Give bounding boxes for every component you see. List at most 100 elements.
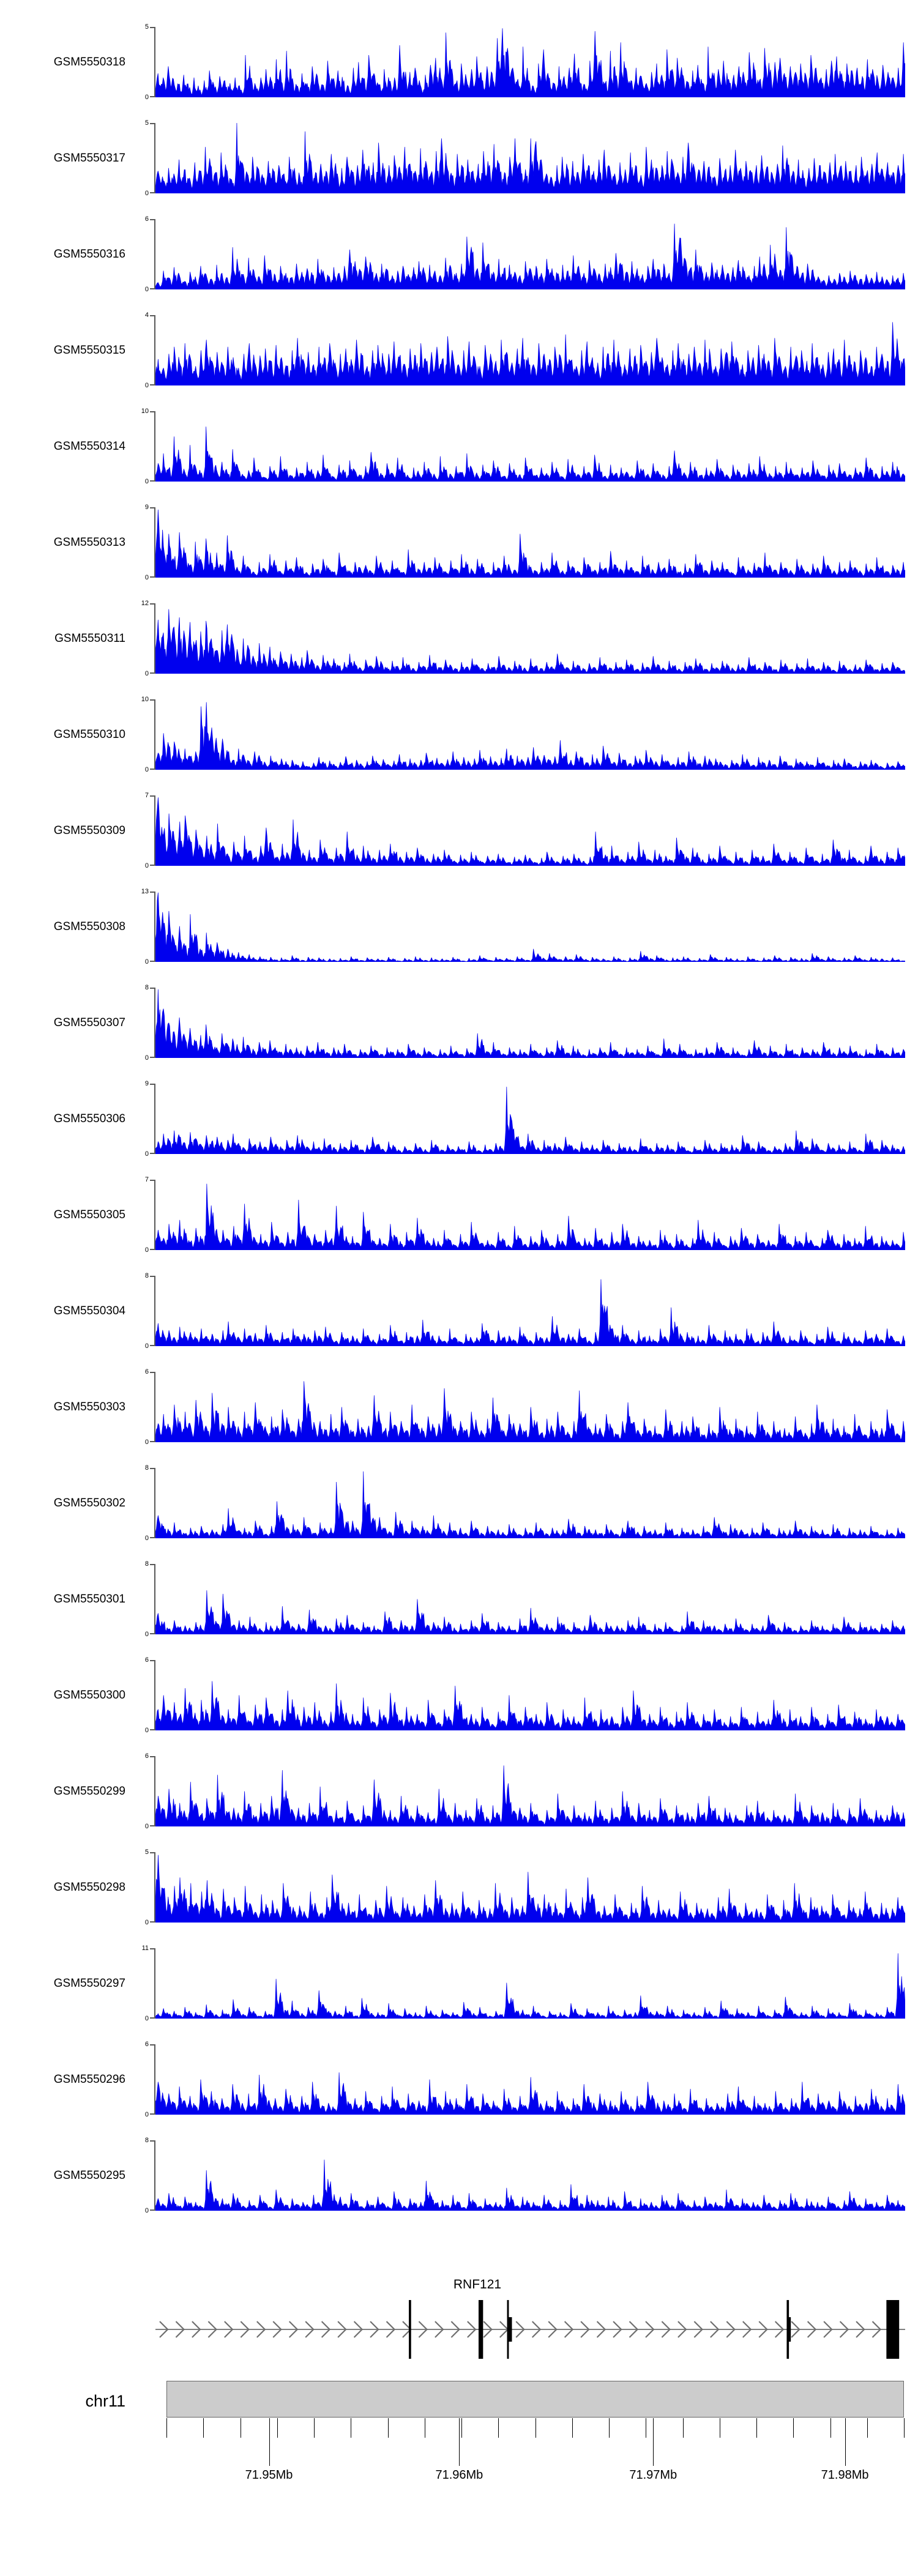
y-axis-tick-max bbox=[150, 699, 155, 701]
track-label: GSM5550303 bbox=[53, 1400, 125, 1413]
coverage-track[interactable]: GSM5550299 6 0 bbox=[0, 1753, 918, 1830]
y-axis-tick-max bbox=[150, 507, 155, 508]
y-axis-max-label: 5 bbox=[144, 23, 149, 31]
y-axis-max-label: 8 bbox=[144, 1464, 149, 1472]
coverage-track[interactable]: GSM5550298 5 0 bbox=[0, 1849, 918, 1926]
y-axis-line bbox=[154, 1084, 155, 1154]
y-axis-line bbox=[154, 1660, 155, 1730]
coverage-track[interactable]: GSM5550306 9 0 bbox=[0, 1081, 918, 1158]
y-axis-max-label: 9 bbox=[144, 504, 149, 511]
coverage-track[interactable]: GSM5550315 4 0 bbox=[0, 312, 918, 389]
y-axis-tick-max bbox=[150, 1660, 155, 1661]
y-axis-min-label: 0 bbox=[144, 1727, 149, 1734]
y-axis-tick-max bbox=[150, 1276, 155, 1277]
coverage-track[interactable]: GSM5550314 10 0 bbox=[0, 408, 918, 485]
axis-minor-tick bbox=[867, 2418, 868, 2438]
track-label: GSM5550314 bbox=[53, 439, 125, 453]
coverage-track[interactable]: GSM5550313 9 0 bbox=[0, 504, 918, 581]
coverage-area-plot[interactable] bbox=[155, 795, 905, 866]
y-axis-line bbox=[154, 507, 155, 578]
y-axis: 13 0 bbox=[141, 888, 155, 966]
coverage-area-plot[interactable] bbox=[155, 1468, 905, 1538]
gene-name-text: RNF121 bbox=[453, 2277, 502, 2291]
track-label: GSM5550311 bbox=[54, 631, 125, 645]
y-axis-line bbox=[154, 411, 155, 482]
chromosome-bar[interactable] bbox=[166, 2381, 904, 2418]
coverage-area-plot[interactable] bbox=[155, 507, 905, 578]
coverage-area-plot[interactable] bbox=[155, 411, 905, 482]
coverage-area-plot[interactable] bbox=[155, 699, 905, 770]
coverage-area-plot[interactable] bbox=[155, 315, 905, 385]
coverage-area-plot[interactable] bbox=[155, 219, 905, 289]
y-axis-line bbox=[154, 795, 155, 866]
track-label: GSM5550308 bbox=[53, 920, 125, 933]
y-axis-tick-max bbox=[150, 603, 155, 605]
coverage-track[interactable]: GSM5550317 5 0 bbox=[0, 120, 918, 197]
coverage-track[interactable]: GSM5550297 11 0 bbox=[0, 1945, 918, 2022]
y-axis-tick-min bbox=[150, 2017, 155, 2019]
y-axis-line bbox=[154, 1756, 155, 1826]
coverage-track[interactable]: GSM5550311 12 0 bbox=[0, 600, 918, 677]
coverage-area-plot[interactable] bbox=[155, 892, 905, 962]
axis-minor-tick bbox=[166, 2418, 167, 2438]
coverage-track[interactable]: GSM5550295 8 0 bbox=[0, 2137, 918, 2214]
coverage-area-plot[interactable] bbox=[155, 1180, 905, 1250]
coverage-track[interactable]: GSM5550310 10 0 bbox=[0, 696, 918, 773]
coverage-track[interactable]: GSM5550303 6 0 bbox=[0, 1369, 918, 1446]
coverage-area-plot[interactable] bbox=[155, 1276, 905, 1346]
y-axis-max-label: 7 bbox=[144, 1176, 149, 1183]
coverage-area-plot[interactable] bbox=[155, 123, 905, 193]
track-label: GSM5550302 bbox=[53, 1496, 125, 1509]
y-axis-line bbox=[154, 2044, 155, 2115]
track-label: GSM5550309 bbox=[53, 824, 125, 837]
y-axis-tick-min bbox=[150, 1825, 155, 1826]
y-axis-line bbox=[154, 699, 155, 770]
y-axis-line bbox=[154, 27, 155, 97]
y-axis-tick-min bbox=[150, 672, 155, 674]
coverage-track[interactable]: GSM5550309 7 0 bbox=[0, 792, 918, 869]
y-axis-min-label: 0 bbox=[144, 1439, 149, 1446]
y-axis-max-label: 7 bbox=[144, 792, 149, 799]
gene-annotation-track[interactable]: RNF121 bbox=[0, 2277, 918, 2371]
y-axis-max-label: 6 bbox=[144, 215, 149, 223]
coverage-track[interactable]: GSM5550300 6 0 bbox=[0, 1657, 918, 1734]
coverage-area-plot[interactable] bbox=[155, 1948, 905, 2019]
coverage-area-plot[interactable] bbox=[155, 2044, 905, 2115]
y-axis-tick-min bbox=[150, 2209, 155, 2211]
coverage-area-plot[interactable] bbox=[155, 1372, 905, 1442]
coverage-track[interactable]: GSM5550316 6 0 bbox=[0, 215, 918, 293]
y-axis-tick-min bbox=[150, 1633, 155, 1634]
coverage-track[interactable]: GSM5550318 5 0 bbox=[0, 23, 918, 101]
coverage-track[interactable]: GSM5550301 8 0 bbox=[0, 1561, 918, 1638]
coverage-track[interactable]: GSM5550305 7 0 bbox=[0, 1176, 918, 1254]
coverage-track[interactable]: GSM5550304 8 0 bbox=[0, 1273, 918, 1350]
y-axis-line bbox=[154, 1372, 155, 1442]
coverage-area-plot[interactable] bbox=[155, 2140, 905, 2211]
y-axis-tick-min bbox=[150, 865, 155, 866]
coverage-area-plot[interactable] bbox=[155, 1084, 905, 1154]
y-axis-tick-max bbox=[150, 892, 155, 893]
coverage-area-plot[interactable] bbox=[155, 1852, 905, 1923]
coverage-track[interactable]: GSM5550302 8 0 bbox=[0, 1464, 918, 1542]
coverage-area-plot[interactable] bbox=[155, 1660, 905, 1730]
y-axis-min-label: 0 bbox=[144, 574, 149, 581]
axis-tick-label: 71.95Mb bbox=[245, 2468, 293, 2482]
genome-coordinate-axis: 71.95Mb 71.96Mb 71.97Mb 71.98Mb bbox=[0, 2418, 918, 2528]
coverage-area-plot[interactable] bbox=[155, 1564, 905, 1634]
coverage-track[interactable]: GSM5550307 8 0 bbox=[0, 985, 918, 1062]
y-axis-min-label: 0 bbox=[144, 1054, 149, 1062]
y-axis-tick-min bbox=[150, 480, 155, 482]
coverage-area-plot[interactable] bbox=[155, 27, 905, 97]
coverage-track[interactable]: GSM5550308 13 0 bbox=[0, 888, 918, 966]
axis-minor-tick bbox=[203, 2418, 204, 2438]
track-label: GSM5550301 bbox=[53, 1592, 125, 1606]
y-axis-line bbox=[154, 988, 155, 1058]
coverage-area-plot[interactable] bbox=[155, 1756, 905, 1826]
coverage-track[interactable]: GSM5550296 6 0 bbox=[0, 2041, 918, 2118]
y-axis-min-label: 0 bbox=[144, 2111, 149, 2118]
y-axis-tick-min bbox=[150, 1057, 155, 1058]
coverage-area-plot[interactable] bbox=[155, 988, 905, 1058]
coverage-area-plot[interactable] bbox=[155, 603, 905, 674]
y-axis-line bbox=[154, 123, 155, 193]
